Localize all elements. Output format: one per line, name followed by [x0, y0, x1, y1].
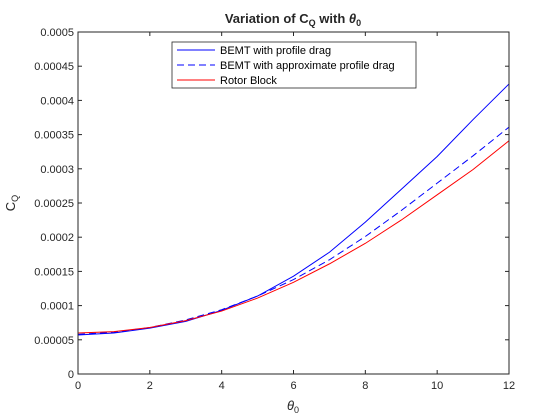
- plot-area: [78, 32, 509, 374]
- y-axis-label-main: C: [3, 202, 18, 211]
- legend-entries: BEMT with profile drag BEMT with approxim…: [177, 45, 395, 87]
- title-prefix: Variation of C: [225, 11, 309, 26]
- x-axis-label-subscript: 0: [294, 405, 299, 415]
- legend: BEMT with profile drag BEMT with approxim…: [171, 41, 417, 89]
- y-tick-label: 0.00035: [34, 130, 74, 142]
- y-axis-ticks: 0 0.00005 0.0001 0.00015 0.0002 0.00025 0.0003…: [34, 27, 509, 381]
- title-middle: with: [316, 11, 349, 26]
- y-tick-label: 0.0002: [40, 232, 74, 244]
- x-tick-label: 0: [75, 380, 81, 392]
- series-line-1: [77, 83, 510, 336]
- x-axis-label: θ0: [287, 398, 299, 415]
- y-tick-label: 0.00025: [34, 198, 74, 210]
- legend-label-3: Rotor Block: [220, 75, 277, 87]
- x-axis-ticks: 0 2 4 6 8 10 12: [75, 32, 515, 392]
- y-tick-label: 0: [68, 369, 74, 381]
- series-line-3: [77, 140, 510, 334]
- y-tick-label: 0.00015: [34, 266, 74, 278]
- y-tick-label: 0.00005: [34, 335, 74, 347]
- x-tick-label: 4: [219, 380, 225, 392]
- title-prefix-subscript: Q: [309, 18, 316, 28]
- x-tick-label: 12: [503, 380, 515, 392]
- x-tick-label: 2: [147, 380, 153, 392]
- legend-label-2: BEMT with approximate profile drag: [220, 60, 395, 72]
- series-layer: [77, 83, 510, 336]
- y-tick-label: 0.0003: [40, 164, 74, 176]
- chart-title: Variation of CQ with θ0: [225, 11, 361, 28]
- x-tick-label: 10: [431, 380, 443, 392]
- y-tick-label: 0.0004: [40, 95, 74, 107]
- x-tick-label: 8: [362, 380, 368, 392]
- y-axis-label-subscript: Q: [10, 195, 20, 202]
- x-tick-label: 6: [290, 380, 296, 392]
- y-axis-label: CQ: [3, 195, 20, 211]
- y-tick-label: 0.00045: [34, 61, 74, 73]
- y-tick-label: 0.0001: [40, 301, 74, 313]
- title-symbol-subscript: 0: [356, 18, 361, 28]
- x-axis-label-symbol: θ: [287, 398, 294, 413]
- y-tick-label: 0.0005: [40, 27, 74, 39]
- title-symbol: θ: [349, 11, 356, 26]
- legend-label-1: BEMT with profile drag: [220, 45, 331, 57]
